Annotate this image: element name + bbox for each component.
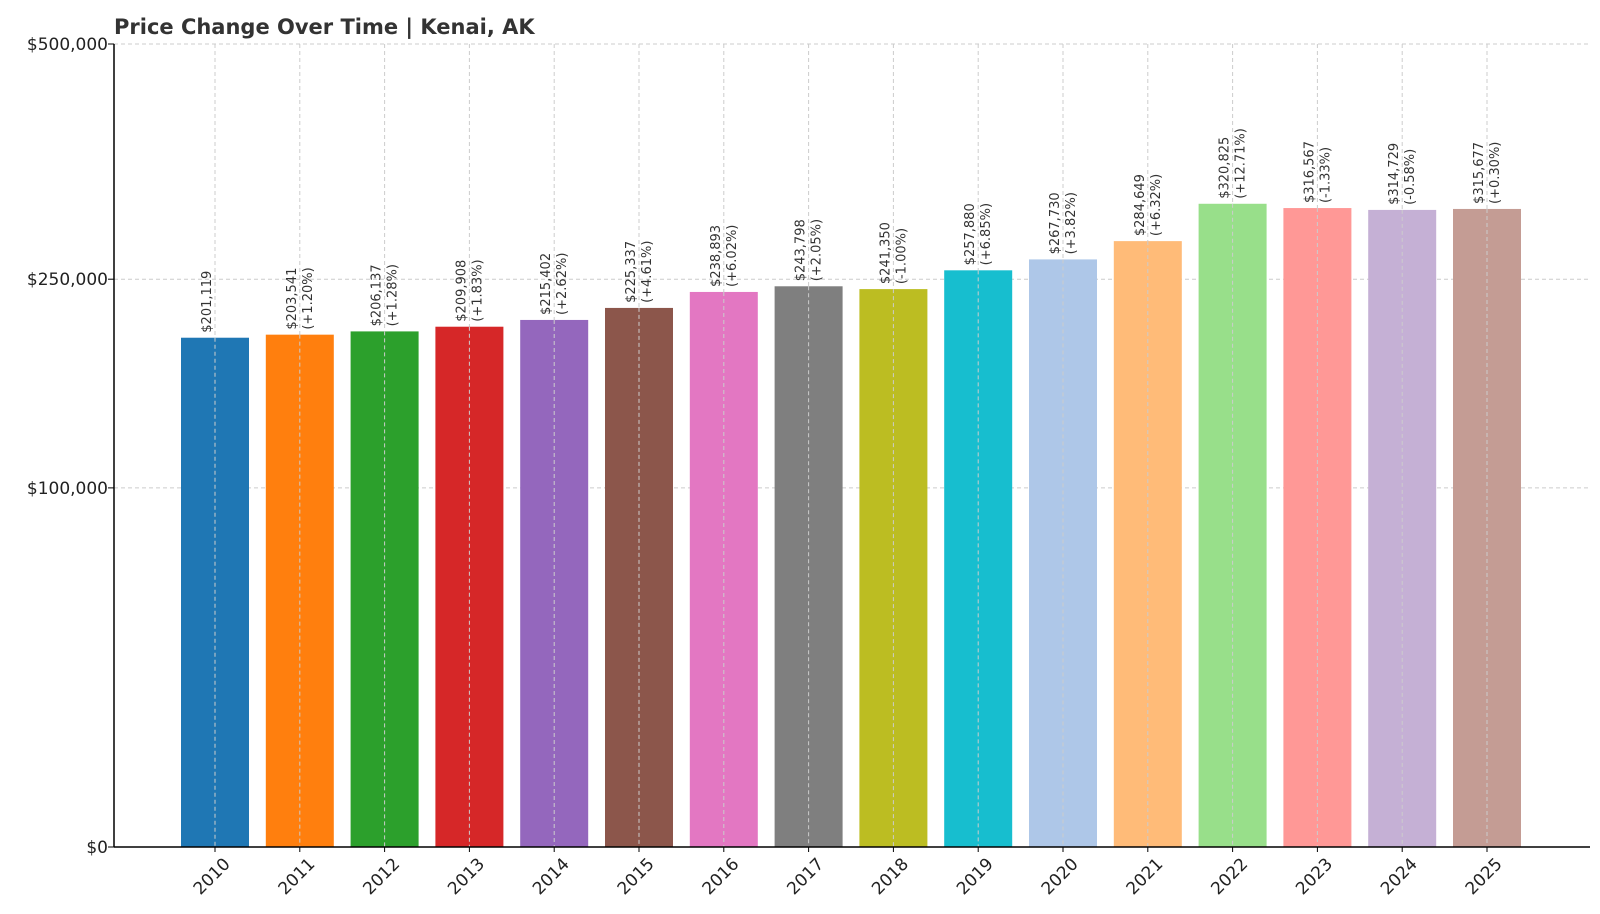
- data-label-2012: $206,137 (+1.28%): [370, 264, 401, 326]
- x-tick-label: 2024: [1377, 854, 1422, 899]
- data-label-value: $225,337: [624, 241, 639, 303]
- axes: [113, 44, 1590, 848]
- y-tick-label: $0: [86, 838, 108, 858]
- data-label-value: $243,798: [794, 219, 809, 281]
- x-tick-label: 2022: [1207, 854, 1252, 899]
- data-label-value: $314,729: [1387, 143, 1402, 205]
- data-label-change: (+6.02%): [725, 225, 740, 287]
- data-label-change: (+2.62%): [555, 253, 570, 315]
- y-axis-ticks: $0 $100,000 $250,000 $500,000: [27, 35, 114, 858]
- data-label-change: (-1.33%): [1318, 147, 1333, 203]
- data-label-2015: $225,337 (+4.61%): [624, 241, 655, 303]
- data-label-change: (+0.30%): [1488, 142, 1503, 204]
- data-label-2021: $284,649 (+6.32%): [1133, 174, 1164, 236]
- data-label-value: $257,880: [963, 203, 978, 265]
- data-label-change: (+1.28%): [386, 264, 401, 326]
- x-tick-label: 2014: [529, 854, 574, 899]
- x-tick-label: 2025: [1462, 854, 1507, 899]
- data-label-2023: $316,567 (-1.33%): [1302, 141, 1333, 203]
- data-label-2016: $238,893 (+6.02%): [709, 225, 740, 287]
- data-label-value: $238,893: [709, 225, 724, 287]
- data-label-value: $241,350: [878, 222, 893, 284]
- data-label-2010: $201,119: [200, 271, 215, 333]
- bar-2018: [859, 289, 928, 847]
- x-tick-label: 2019: [953, 854, 998, 899]
- data-label-value: $209,908: [454, 260, 469, 322]
- y-tick-label: $250,000: [27, 270, 108, 290]
- x-tick-label: 2021: [1123, 854, 1168, 899]
- data-label-2011: $203,541 (+1.20%): [285, 267, 316, 329]
- x-tick-label: 2010: [190, 854, 235, 899]
- data-label-2025: $315,677 (+0.30%): [1472, 142, 1503, 204]
- data-label-2014: $215,402 (+2.62%): [539, 253, 570, 315]
- data-label-value: $315,677: [1472, 142, 1487, 204]
- x-tick-label: 2017: [783, 854, 828, 899]
- data-label-2019: $257,880 (+6.85%): [963, 203, 994, 265]
- x-tick-label: 2023: [1292, 854, 1337, 899]
- y-tick-label: $100,000: [27, 479, 108, 499]
- x-tick-label: 2015: [614, 854, 659, 899]
- x-tick-label: 2011: [275, 854, 320, 899]
- data-label-2013: $209,908 (+1.83%): [454, 259, 485, 321]
- data-label-value: $206,137: [370, 264, 385, 326]
- data-label-change: (+1.20%): [301, 267, 316, 329]
- data-label-value: $215,402: [539, 253, 554, 315]
- chart-title: Price Change Over Time | Kenai, AK: [114, 15, 535, 40]
- data-label-value: $320,825: [1218, 137, 1233, 199]
- data-label-value: $201,119: [200, 271, 215, 333]
- data-labels: $201,119 $203,541 (+1.20%) $206,137 (+1.28%)…: [200, 128, 1503, 847]
- data-label-value: $316,567: [1302, 141, 1317, 203]
- data-label-change: (+6.85%): [979, 203, 994, 265]
- data-label-change: (+12.71%): [1234, 128, 1249, 199]
- data-label-value: $284,649: [1133, 174, 1148, 236]
- data-label-change: (+1.83%): [470, 259, 485, 321]
- x-tick-label: 2016: [699, 854, 744, 899]
- data-label-2024: $314,729 (-0.58%): [1387, 143, 1418, 205]
- data-label-value: $267,730: [1048, 192, 1063, 254]
- data-label-change: (+3.82%): [1064, 192, 1079, 254]
- data-label-change: (-1.00%): [894, 228, 909, 284]
- data-label-2017: $243,798 (+2.05%): [794, 219, 825, 281]
- x-tick-label: 2013: [444, 854, 489, 899]
- data-label-2018: $241,350 (-1.00%): [878, 222, 909, 284]
- bar-2020: [1029, 259, 1097, 847]
- data-label-change: (+6.32%): [1149, 174, 1164, 236]
- x-tick-label: 2020: [1038, 854, 1083, 899]
- data-label-2022: $320,825 (+12.71%): [1218, 128, 1249, 199]
- data-label-change: (-0.58%): [1403, 149, 1418, 205]
- bar-2023: [1283, 208, 1352, 847]
- data-label-change: (+4.61%): [640, 241, 655, 303]
- x-tick-label: 2012: [359, 854, 404, 899]
- x-tick-label: 2018: [868, 854, 913, 899]
- y-tick-label: $500,000: [27, 35, 108, 55]
- data-label-value: $203,541: [285, 268, 300, 330]
- x-axis-ticks: 2010 2011 2012 2013 2014 2015 2016 2017 2018 2019…: [190, 847, 1507, 899]
- data-label-2020: $267,730 (+3.82%): [1048, 192, 1079, 254]
- data-label-change: (+2.05%): [810, 219, 825, 281]
